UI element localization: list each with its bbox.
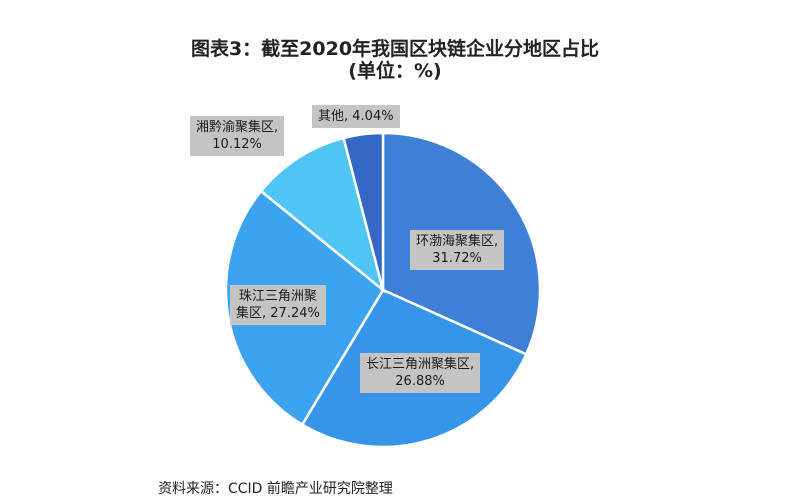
slice-label-value: 31.72% (432, 251, 482, 266)
slice-label-name: 环渤海聚集区, (416, 234, 499, 249)
slice-label-value: 10.12% (212, 137, 262, 152)
slice-label-value: 4.04% (352, 109, 394, 124)
source-note: 资料来源：CCID 前瞻产业研究院整理 (158, 481, 393, 497)
slice-label-name: 湘黔渝聚集区, (196, 120, 279, 135)
slice-label-name: 其他, (318, 109, 349, 124)
slice-label-huanbohai: 环渤海聚集区, 31.72% (410, 230, 505, 270)
slice-label-name: 长江三角洲聚集区, (366, 357, 475, 372)
chart-title: 图表3：截至2020年我国区块链企业分地区占比 (190, 38, 600, 60)
slice-label-changjiang: 长江三角洲聚集区, 26.88% (360, 353, 481, 393)
slice-label-xiangqianyu: 湘黔渝聚集区, 10.12% (190, 116, 285, 156)
slice-label-zhujiang: 珠江三角洲聚 集区, 27.24% (230, 285, 326, 325)
slice-label-qita: 其他, 4.04% (312, 105, 400, 128)
slice-qita (342, 131, 385, 291)
slice-label-value: 26.88% (395, 374, 445, 389)
slice-label-name: 珠江三角洲聚 (238, 289, 317, 304)
slice-label-value: 集区, 27.24% (236, 306, 320, 321)
chart-subtitle: (单位：%) (348, 60, 442, 82)
